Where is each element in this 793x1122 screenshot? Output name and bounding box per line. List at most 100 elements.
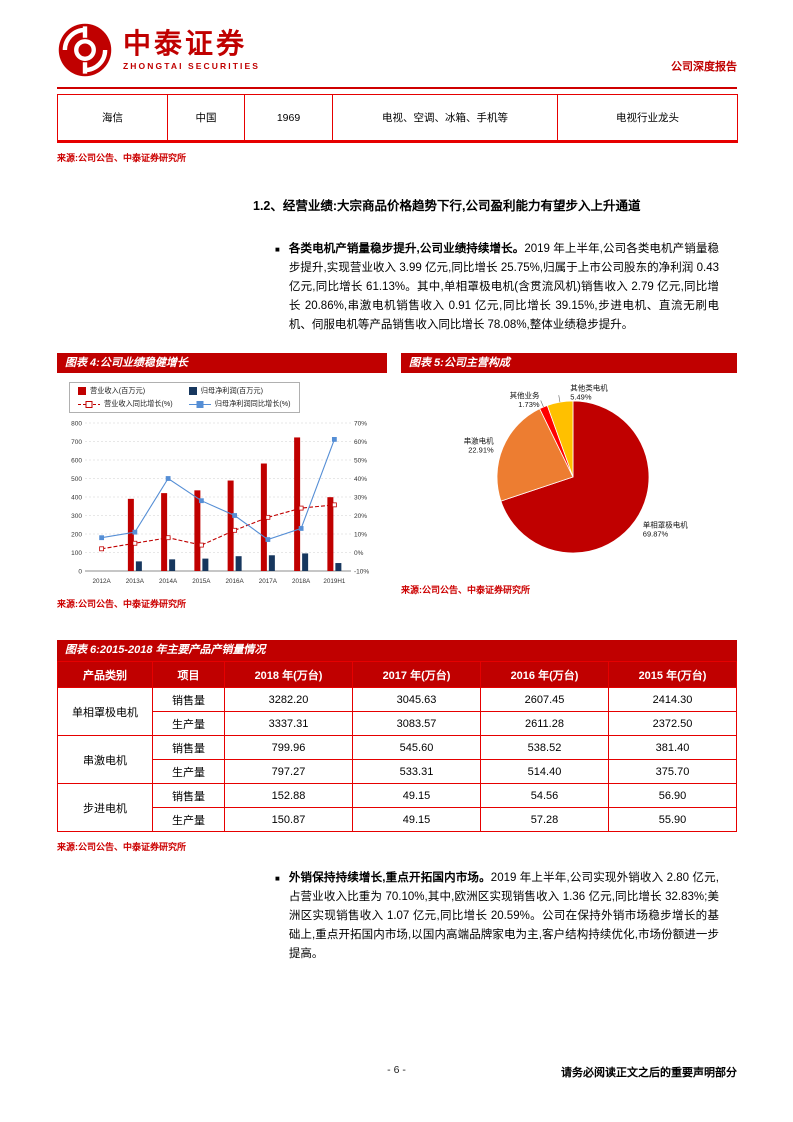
value-cell: 2372.50 (608, 711, 737, 737)
brand-name-en: ZHONGTAI SECURITIES (123, 60, 261, 71)
svg-text:60%: 60% (354, 439, 367, 446)
line-marker (132, 541, 138, 546)
svg-text:2012A: 2012A (93, 578, 112, 585)
value-cell: 3282.20 (224, 687, 353, 713)
legend-label: 归母净利润(百万元) (200, 386, 263, 396)
bullet1-lead: 各类电机产销量稳步提升,公司业绩持续增长。 (288, 242, 525, 255)
product-cell: 串激电机 (57, 735, 153, 785)
bar (161, 493, 168, 572)
line-series (101, 504, 335, 550)
svg-text:800: 800 (71, 421, 82, 428)
bullet2-lead: 外销保持持续增长,重点开拓国内市场。 (288, 872, 491, 885)
line-marker (165, 535, 171, 541)
line-marker (298, 526, 304, 532)
value-cell: 545.60 (352, 735, 481, 761)
legend-item: 营业收入同比增长(%) (78, 399, 173, 409)
col-header: 2018 年(万台) (224, 661, 353, 689)
legend-label: 营业收入(百万元) (90, 386, 146, 396)
value-cell: 152.88 (224, 783, 353, 809)
bar (335, 563, 342, 572)
svg-text:0%: 0% (354, 550, 364, 557)
value-cell: 3337.31 (224, 711, 353, 737)
value-cell: 49.15 (352, 783, 481, 809)
zhongtai-logo-icon (58, 23, 112, 77)
svg-text:400: 400 (71, 495, 82, 502)
line-marker (165, 476, 171, 482)
svg-text:300: 300 (71, 513, 82, 520)
table-row: 生产量 797.27 533.31 514.40 375.70 (58, 759, 737, 785)
svg-text:100: 100 (71, 550, 82, 557)
value-cell: 514.40 (480, 759, 609, 785)
source-note: 来源:公司公告、中泰证券研究所 (401, 585, 530, 596)
table-row: 串激电机 销售量 799.96 545.60 538.52 381.40 (57, 735, 737, 785)
value-cell: 538.52 (480, 735, 609, 761)
pie-label: 其他业务 1.73% (510, 390, 540, 409)
svg-text:700: 700 (71, 439, 82, 446)
item-cell: 销售量 (152, 735, 225, 761)
svg-text:2017A: 2017A (259, 578, 278, 585)
source-note: 来源:公司公告、中泰证券研究所 (57, 599, 186, 610)
svg-text:2019H1: 2019H1 (323, 578, 346, 585)
bar (202, 558, 209, 572)
value-cell: 2611.28 (480, 711, 609, 737)
table-row: 生产量 150.87 49.15 57.28 55.90 (58, 807, 737, 833)
legend-item: 营业收入(百万元) (78, 386, 173, 396)
svg-text:20%: 20% (354, 513, 367, 520)
bar (268, 555, 275, 572)
pie-slice (496, 408, 574, 502)
svg-text:50%: 50% (354, 458, 367, 465)
bar (227, 480, 234, 572)
company-overview-table: 海信 中国 1969 电视、空调、冰箱、手机等 电视行业龙头 (57, 94, 738, 143)
paragraph-text: 外销保持持续增长,重点开拓国内市场。2019 年上半年,公司实现外销收入 2.8… (289, 869, 719, 964)
header-divider (57, 87, 737, 89)
line-marker (198, 498, 204, 504)
svg-text:2013A: 2013A (126, 578, 145, 585)
col-header: 2015 年(万台) (608, 661, 737, 689)
revenue-mix-pie-chart: 单相罩极电机 69.87% 串激电机 22.91% 其他业务 1.73% 其他类电机 5.49… (464, 383, 688, 554)
paragraph-text: 各类电机产销量稳步提升,公司业绩持续增长。2019 年上半年,公司各类电机产销量… (289, 240, 719, 335)
brand-name-cn: 中泰证券 (123, 27, 248, 59)
value-cell: 533.31 (352, 759, 481, 785)
footer-disclaimer: 请务必阅读正文之后的重要声明部分 (561, 1067, 737, 1079)
bar (327, 497, 334, 572)
table-cell: 海信 (57, 94, 168, 142)
page-number: - 6 - (387, 1064, 406, 1076)
table-row: 步进电机 销售量 152.88 49.15 54.56 56.90 (57, 783, 737, 833)
bar (127, 499, 134, 572)
value-cell: 2414.30 (608, 687, 737, 713)
figure-4: 图表 4:公司业绩稳健增长 营业收入(百万元) 归母净利润(百万元) 营业收入同比增… (57, 352, 387, 611)
line-marker (99, 535, 105, 541)
col-header: 2017 年(万台) (352, 661, 481, 689)
table-row: 单相罩极电机 销售量 3282.20 3045.63 2607.45 2414.… (57, 687, 737, 737)
value-cell: 797.27 (224, 759, 353, 785)
bullet-square-icon: ■ (275, 874, 280, 884)
value-cell: 57.28 (480, 807, 609, 833)
bar (302, 553, 309, 572)
source-note: 来源:公司公告、中泰证券研究所 (57, 153, 186, 163)
svg-text:2015A: 2015A (192, 578, 211, 585)
svg-text:2016A: 2016A (226, 578, 245, 585)
pie-slice (546, 400, 574, 478)
item-cell: 销售量 (152, 687, 225, 713)
legend-label: 归母净利润同比增长(%) (214, 399, 291, 409)
value-cell: 799.96 (224, 735, 353, 761)
legend-item: 归母净利润同比增长(%) (188, 399, 291, 409)
legend-bar-swatch (78, 387, 86, 396)
table-cell: 电视、空调、冰箱、手机等 (332, 94, 558, 142)
report-header: 中泰证券 ZHONGTAI SECURITIES 公司深度报告 (57, 14, 737, 78)
bar (194, 490, 201, 572)
item-cell: 销售量 (152, 783, 225, 809)
value-cell: 2607.45 (480, 687, 609, 713)
brand-block: 中泰证券 ZHONGTAI SECURITIES (57, 22, 260, 78)
pie-label: 单相罩极电机 69.87% (643, 520, 688, 539)
product-cell: 步进电机 (57, 783, 153, 833)
value-cell: 3045.63 (352, 687, 481, 713)
item-cell: 生产量 (152, 711, 225, 737)
svg-text:70%: 70% (354, 421, 367, 428)
item-cell: 生产量 (152, 759, 225, 785)
value-cell: 381.40 (608, 735, 737, 761)
pie-slice (500, 400, 650, 554)
combo-chart-plot: 0 -10% 100 0% 200 10% 300 20% 400 30% 500 40% 600 50%… (71, 421, 369, 586)
col-header: 产品类别 (57, 661, 153, 689)
